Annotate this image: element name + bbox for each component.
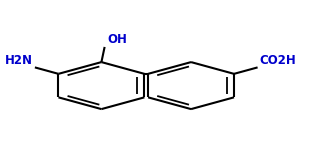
Text: OH: OH xyxy=(108,33,128,46)
Text: H2N: H2N xyxy=(5,54,33,67)
Text: CO2H: CO2H xyxy=(259,54,296,67)
